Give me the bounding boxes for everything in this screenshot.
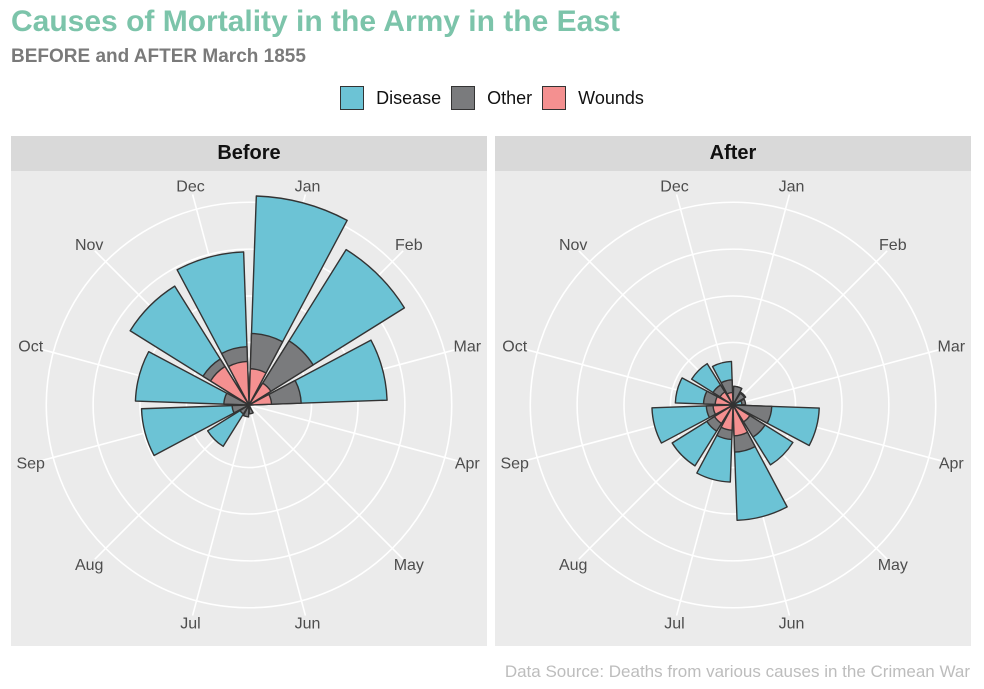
before-month-label-dec: Dec (176, 179, 204, 196)
legend-label-other: Other (487, 87, 533, 108)
before-month-label-aug: Aug (75, 557, 103, 574)
after-grid-circle-1 (669, 341, 797, 469)
after-grid-circle-4 (529, 201, 937, 609)
legend-label-wounds: Wounds (578, 87, 644, 108)
before-spoke-may (248, 404, 404, 560)
after-month-label-mar: Mar (938, 339, 966, 356)
before-wedge-disease-oct (134, 350, 250, 406)
after-month-label-dec: Dec (660, 179, 688, 196)
panel-title-after: After (495, 136, 971, 171)
after-month-label-aug: Aug (559, 557, 587, 574)
legend-swatch-wounds (542, 86, 567, 110)
after-month-label-jul: Jul (664, 615, 684, 632)
after-month-label-sep: Sep (500, 455, 529, 472)
panel-before: Before Jan Feb Mar Apr May Jun Jul Aug Sep Oct Nov… (11, 136, 487, 646)
before-grid-circle-1 (185, 341, 313, 469)
before-wedge-wounds-dec (227, 360, 250, 406)
legend-label-disease: Disease (376, 87, 442, 108)
after-month-label-may: May (878, 557, 908, 574)
before-month-label-sep: Sep (16, 455, 45, 472)
before-wedge-other-oct (223, 392, 250, 406)
before-wedge-wounds-jan (248, 368, 267, 406)
before-wedge-other-aug (239, 404, 250, 415)
after-month-label-apr: Apr (939, 455, 965, 472)
chart-subtitle: BEFORE and AFTER March 1855 (11, 46, 306, 67)
after-grid-circle-2 (623, 295, 843, 515)
after-wedge-wounds-jun (732, 404, 749, 437)
polar-chart-before: Jan Feb Mar Apr May Jun Jul Aug Sep Oct Nov Dec (16, 179, 482, 633)
data-source-caption: Data Source: Deaths from various causes … (504, 662, 970, 681)
before-wedge-wounds-feb (248, 382, 272, 406)
after-wedge-other-apr (732, 404, 773, 424)
after-wedge-disease-mar (732, 400, 743, 406)
legend-item-wounds: Wounds (542, 86, 644, 110)
after-wedge-other-feb (732, 392, 746, 406)
legend-swatch-disease (340, 86, 365, 110)
panel-title-before: Before (11, 136, 487, 171)
before-month-label-may: May (394, 557, 424, 574)
before-grid-circle-2 (139, 295, 359, 515)
polar-chart-after: Jan Feb Mar Apr May Jun Jul Aug Sep Oct Nov Dec (500, 179, 966, 633)
before-wedge-wounds-jun (248, 404, 252, 410)
after-wedge-wounds-may (732, 404, 751, 423)
before-month-label-jul: Jul (180, 615, 200, 632)
before-month-label-oct: Oct (18, 339, 43, 356)
after-grid-circle-3 (576, 248, 890, 562)
before-wedge-wounds-mar (248, 393, 273, 406)
before-spoke-apr (248, 404, 460, 463)
before-spoke-jul (191, 404, 250, 616)
after-month-label-nov: Nov (559, 237, 587, 254)
before-month-label-jan: Jan (295, 179, 321, 196)
before-month-label-feb: Feb (395, 237, 423, 254)
legend: Disease Other Wounds (0, 86, 984, 110)
before-month-label-nov: Nov (75, 237, 103, 254)
before-month-label-mar: Mar (454, 339, 482, 356)
after-wedge-wounds-jul (720, 404, 734, 431)
before-wedge-wounds-nov (209, 365, 250, 406)
panel-after: After Jan Feb Mar Apr May Jun Jul Aug Sep Oct Nov D… (495, 136, 971, 646)
after-month-label-feb: Feb (879, 237, 907, 254)
legend-item-disease: Disease (340, 86, 441, 110)
before-month-label-jun: Jun (295, 615, 321, 632)
after-month-label-jun: Jun (779, 615, 805, 632)
legend-item-other: Other (451, 86, 532, 110)
after-wedge-wounds-aug (713, 404, 734, 425)
after-month-label-oct: Oct (502, 339, 527, 356)
before-spoke-jun (248, 404, 307, 616)
before-wedge-disease-sep (140, 404, 250, 457)
after-wedge-wounds-sep (712, 404, 734, 416)
before-grid-circle-3 (92, 248, 406, 562)
after-spoke-jan (732, 194, 791, 406)
after-wedge-wounds-dec (726, 391, 734, 406)
legend-swatch-other (451, 86, 476, 110)
before-wedge-disease-aug (206, 404, 250, 448)
chart-title: Causes of Mortality in the Army in the E… (11, 5, 621, 38)
before-month-label-apr: Apr (455, 455, 481, 472)
after-wedge-wounds-nov (719, 391, 734, 406)
after-month-label-jan: Jan (779, 179, 805, 196)
after-spoke-mar (732, 347, 944, 406)
before-grid-circle-4 (45, 201, 453, 609)
after-spoke-feb (732, 250, 888, 406)
